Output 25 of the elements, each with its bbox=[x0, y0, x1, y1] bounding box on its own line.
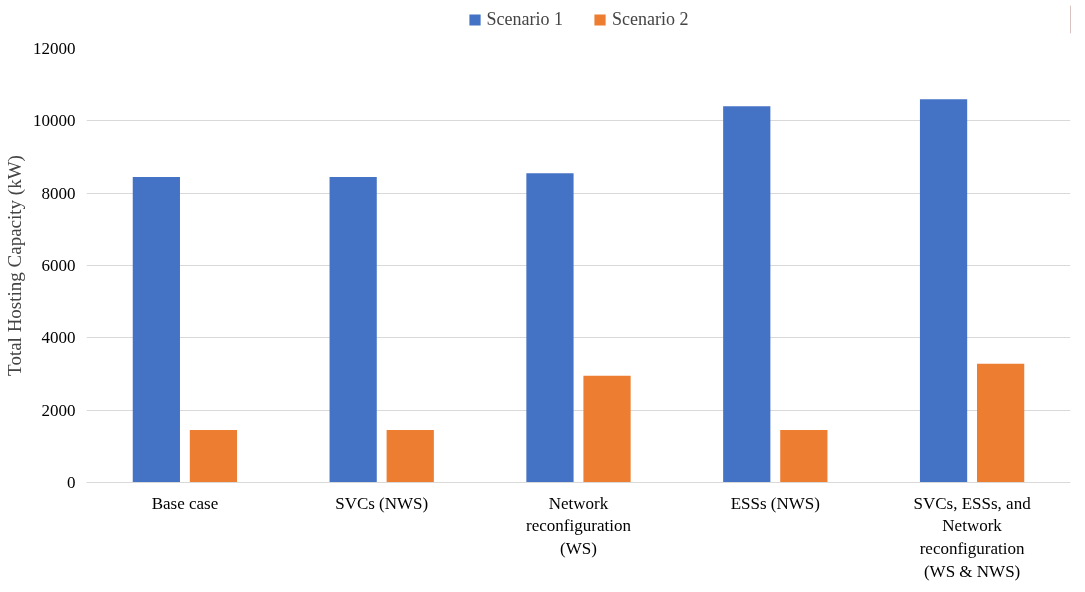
y-axis-title: Total Hosting Capacity (kW) bbox=[4, 155, 26, 376]
bar bbox=[977, 363, 1025, 483]
bar bbox=[189, 430, 238, 483]
y-tick-label: 8000 bbox=[41, 183, 76, 203]
x-tick-label: Base case bbox=[151, 493, 219, 513]
y-tick-label: 4000 bbox=[41, 328, 76, 348]
y-tick-label: 12000 bbox=[33, 39, 76, 58]
bar bbox=[780, 430, 828, 483]
x-tick-label: SVCs, ESSs, and Network reconfiguration (WS & NWS) bbox=[913, 493, 1032, 581]
y-tick-label: 2000 bbox=[41, 400, 76, 420]
bar bbox=[919, 99, 968, 483]
bar bbox=[723, 106, 771, 483]
x-tick-label: Network reconfiguration (WS) bbox=[526, 493, 632, 559]
legend-label: Scenario 1 bbox=[486, 8, 563, 30]
x-tick-label: SVCs (NWS) bbox=[335, 493, 429, 513]
bar bbox=[329, 176, 377, 483]
bar bbox=[583, 375, 631, 483]
y-tick-label: 6000 bbox=[41, 256, 76, 275]
bar bbox=[526, 173, 574, 483]
bar bbox=[132, 176, 180, 483]
x-tick-label: ESSs (NWS) bbox=[730, 493, 820, 513]
y-tick-label: 10000 bbox=[33, 111, 76, 131]
y-tick-label: 0 bbox=[67, 473, 76, 492]
bar bbox=[386, 430, 434, 483]
legend-label: Scenario 2 bbox=[612, 8, 689, 30]
